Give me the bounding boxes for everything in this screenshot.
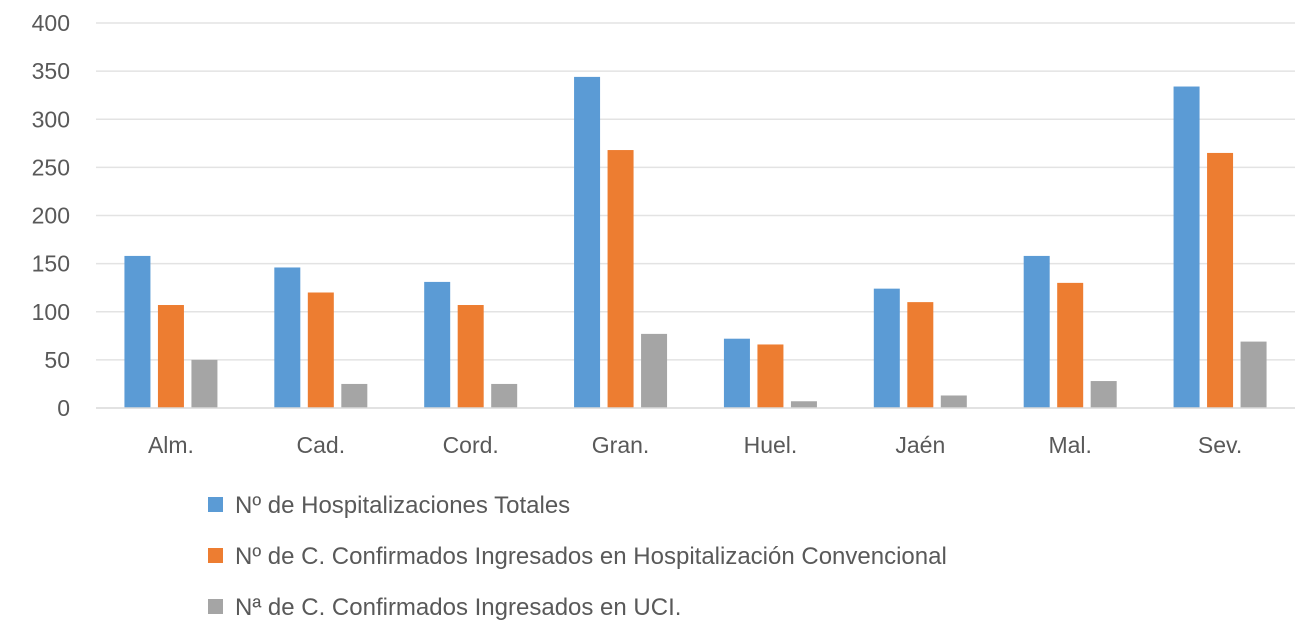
bar-2-mal bbox=[1057, 282, 1084, 408]
bar-3-alm bbox=[191, 359, 218, 408]
y-tick-label: 350 bbox=[32, 58, 70, 84]
x-category-label: Cord. bbox=[443, 432, 499, 458]
bar-1-mal bbox=[1023, 255, 1050, 408]
bar-2-cord bbox=[457, 305, 484, 408]
bar-2-cad bbox=[307, 292, 334, 408]
bar-3-gran bbox=[641, 333, 668, 408]
legend-swatch bbox=[208, 548, 223, 563]
bar-1-sev bbox=[1173, 86, 1200, 409]
y-tick-label: 150 bbox=[32, 251, 70, 277]
bar-2-sev bbox=[1207, 152, 1234, 408]
legend-swatch bbox=[208, 497, 223, 512]
bar-2-gran bbox=[607, 150, 634, 409]
bar-2-huel bbox=[757, 344, 784, 408]
bar-3-cad bbox=[341, 383, 368, 408]
y-tick-label: 250 bbox=[32, 154, 70, 180]
bar-3-cord bbox=[491, 383, 518, 408]
bar-3-jan bbox=[940, 395, 967, 408]
legend-item: Nº de Hospitalizaciones Totales bbox=[208, 492, 570, 519]
x-category-label: Alm. bbox=[148, 432, 194, 458]
bar-1-alm bbox=[124, 255, 151, 408]
legend-label: Nº de Hospitalizaciones Totales bbox=[235, 492, 570, 519]
bars bbox=[124, 76, 1267, 409]
y-tick-label: 400 bbox=[32, 10, 70, 36]
x-category-label: Cad. bbox=[297, 432, 346, 458]
bar-1-gran bbox=[574, 76, 601, 409]
y-tick-label: 0 bbox=[57, 395, 70, 421]
y-tick-label: 300 bbox=[32, 106, 70, 132]
bar-3-sev bbox=[1240, 341, 1267, 408]
x-category-label: Huel. bbox=[744, 432, 798, 458]
legend-label: Nª de C. Confirmados Ingresados en UCI. bbox=[235, 594, 681, 621]
bar-1-cord bbox=[424, 281, 451, 408]
y-axis-ticks: 0 50 100 150 200 250 300 350 400 bbox=[32, 10, 70, 421]
y-tick-label: 200 bbox=[32, 203, 70, 229]
x-axis-categories: Alm. Cad. Cord. Gran. Huel. Jaén Mal. Sev. bbox=[148, 432, 1242, 458]
legend-swatch bbox=[208, 599, 223, 614]
bar-1-huel bbox=[723, 338, 750, 408]
y-tick-label: 50 bbox=[44, 347, 70, 373]
bar-1-cad bbox=[274, 267, 301, 408]
legend-label: Nº de C. Confirmados Ingresados en Hospi… bbox=[235, 543, 947, 570]
legend-item: Nº de C. Confirmados Ingresados en Hospi… bbox=[208, 543, 947, 570]
legend-item: Nª de C. Confirmados Ingresados en UCI. bbox=[208, 594, 681, 621]
y-tick-label: 100 bbox=[32, 299, 70, 325]
legend: Nº de Hospitalizaciones Totales Nº de C. … bbox=[208, 492, 947, 621]
bar-2-jan bbox=[907, 302, 934, 408]
bar-1-jan bbox=[873, 288, 900, 408]
x-category-label: Sev. bbox=[1198, 432, 1242, 458]
x-category-label: Gran. bbox=[592, 432, 650, 458]
bar-3-huel bbox=[790, 401, 817, 408]
x-category-label: Jaén bbox=[895, 432, 945, 458]
bar-3-mal bbox=[1090, 381, 1117, 408]
x-category-label: Mal. bbox=[1048, 432, 1091, 458]
bar-2-alm bbox=[157, 305, 184, 408]
